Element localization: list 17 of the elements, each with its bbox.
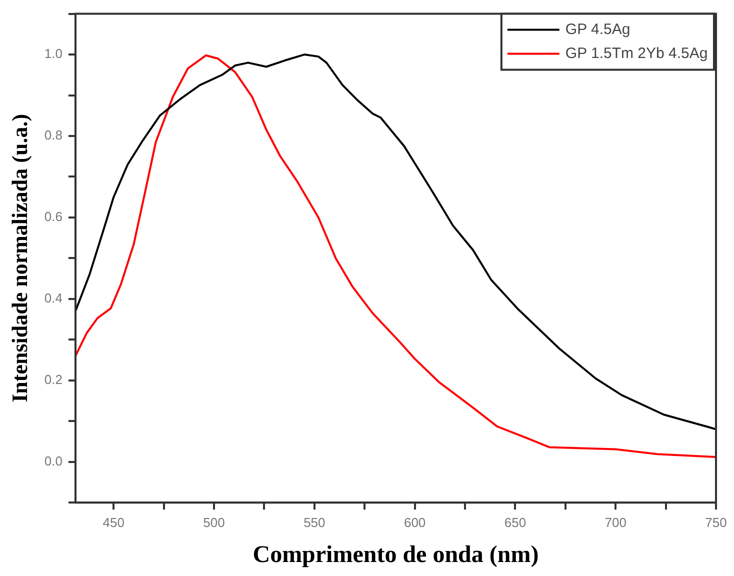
x-tick-label: 700 (604, 514, 626, 530)
x-tick-label: 750 (705, 514, 727, 530)
y-tick-label: 0.6 (44, 209, 62, 224)
x-tick-label: 500 (203, 514, 225, 530)
x-tick-label: 650 (504, 514, 526, 530)
x-tick-label: 550 (304, 514, 326, 530)
y-tick-label: 0.2 (44, 372, 62, 387)
x-tick-label: 450 (102, 514, 124, 530)
y-tick-label: 0.8 (44, 128, 62, 143)
x-tick-label: 600 (404, 514, 426, 530)
x-axis-title: Comprimento de onda (nm) (252, 542, 539, 568)
y-tick-label: 1.0 (44, 46, 62, 62)
y-tick-label: 0.0 (44, 453, 62, 468)
legend-label: GP 4.5Ag (565, 20, 630, 38)
y-axis-title: Intensidade normalizada (u.a.) (6, 114, 32, 402)
legend-label: GP 1.5Tm 2Yb 4.5Ag (565, 44, 708, 62)
y-tick-label: 0.4 (44, 290, 62, 306)
